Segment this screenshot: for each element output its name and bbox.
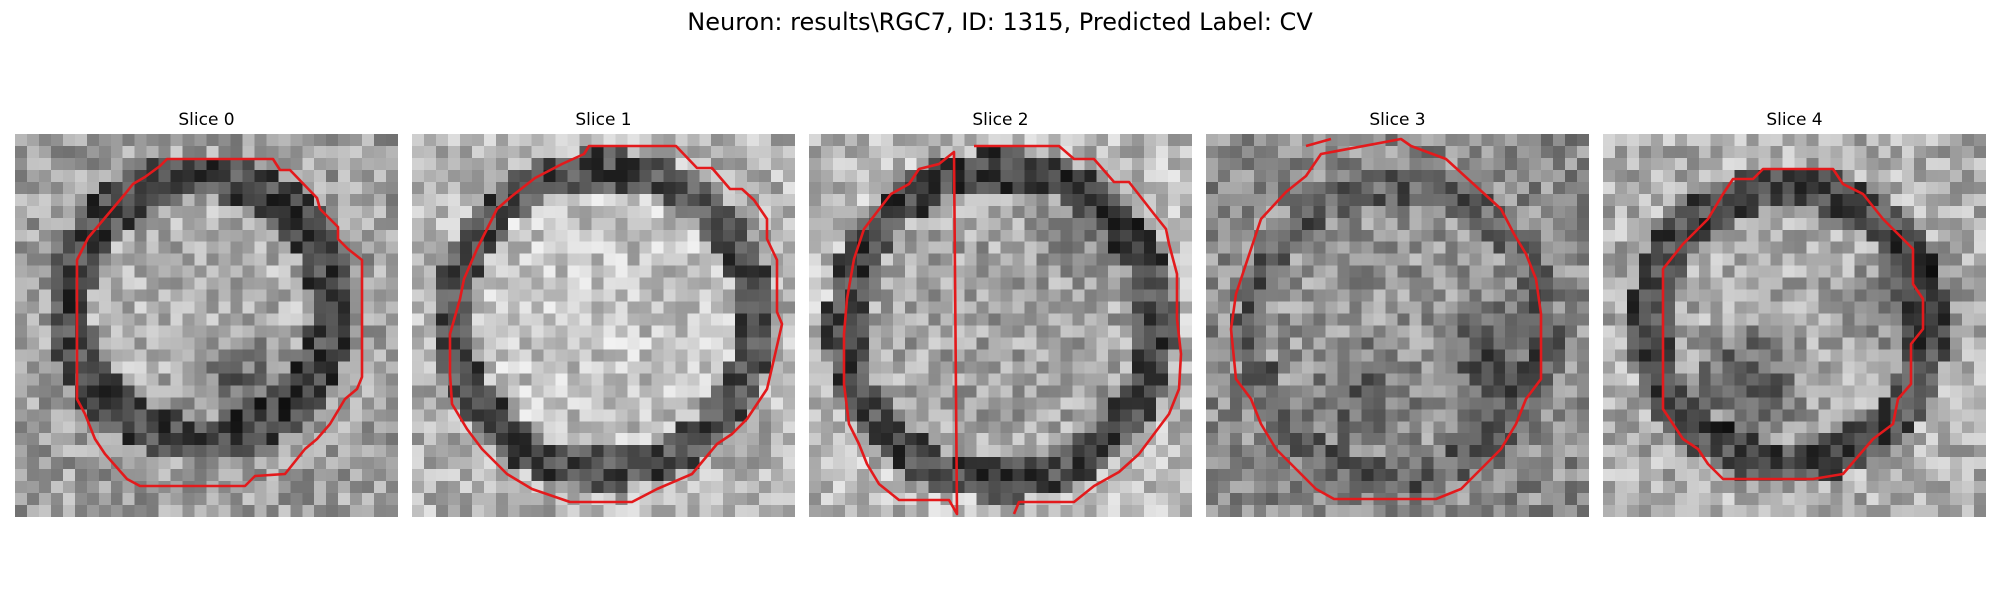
contour-outline — [842, 144, 1183, 516]
slice-title: Slice 0 — [178, 110, 235, 130]
slice-title: Slice 1 — [575, 110, 632, 130]
figure-title: Neuron: results\RGC7, ID: 1315, Predicte… — [687, 8, 1313, 36]
slice-image — [1206, 134, 1589, 517]
slice-image — [412, 134, 795, 517]
cell-contour — [842, 144, 1183, 516]
slice-title: Slice 4 — [1766, 110, 1823, 130]
cell-contour — [1661, 167, 1925, 481]
contour-outline — [1229, 137, 1543, 501]
contour-outline — [75, 157, 364, 488]
slice-image — [15, 134, 398, 517]
slice-title: Slice 2 — [972, 110, 1029, 130]
cell-contour — [448, 144, 784, 504]
contour-outline — [448, 144, 784, 504]
contour-outline — [1661, 167, 1925, 481]
cell-contour — [75, 157, 364, 488]
slice-title: Slice 3 — [1369, 110, 1426, 130]
slice-image — [809, 134, 1192, 517]
cell-contour — [1229, 137, 1543, 501]
